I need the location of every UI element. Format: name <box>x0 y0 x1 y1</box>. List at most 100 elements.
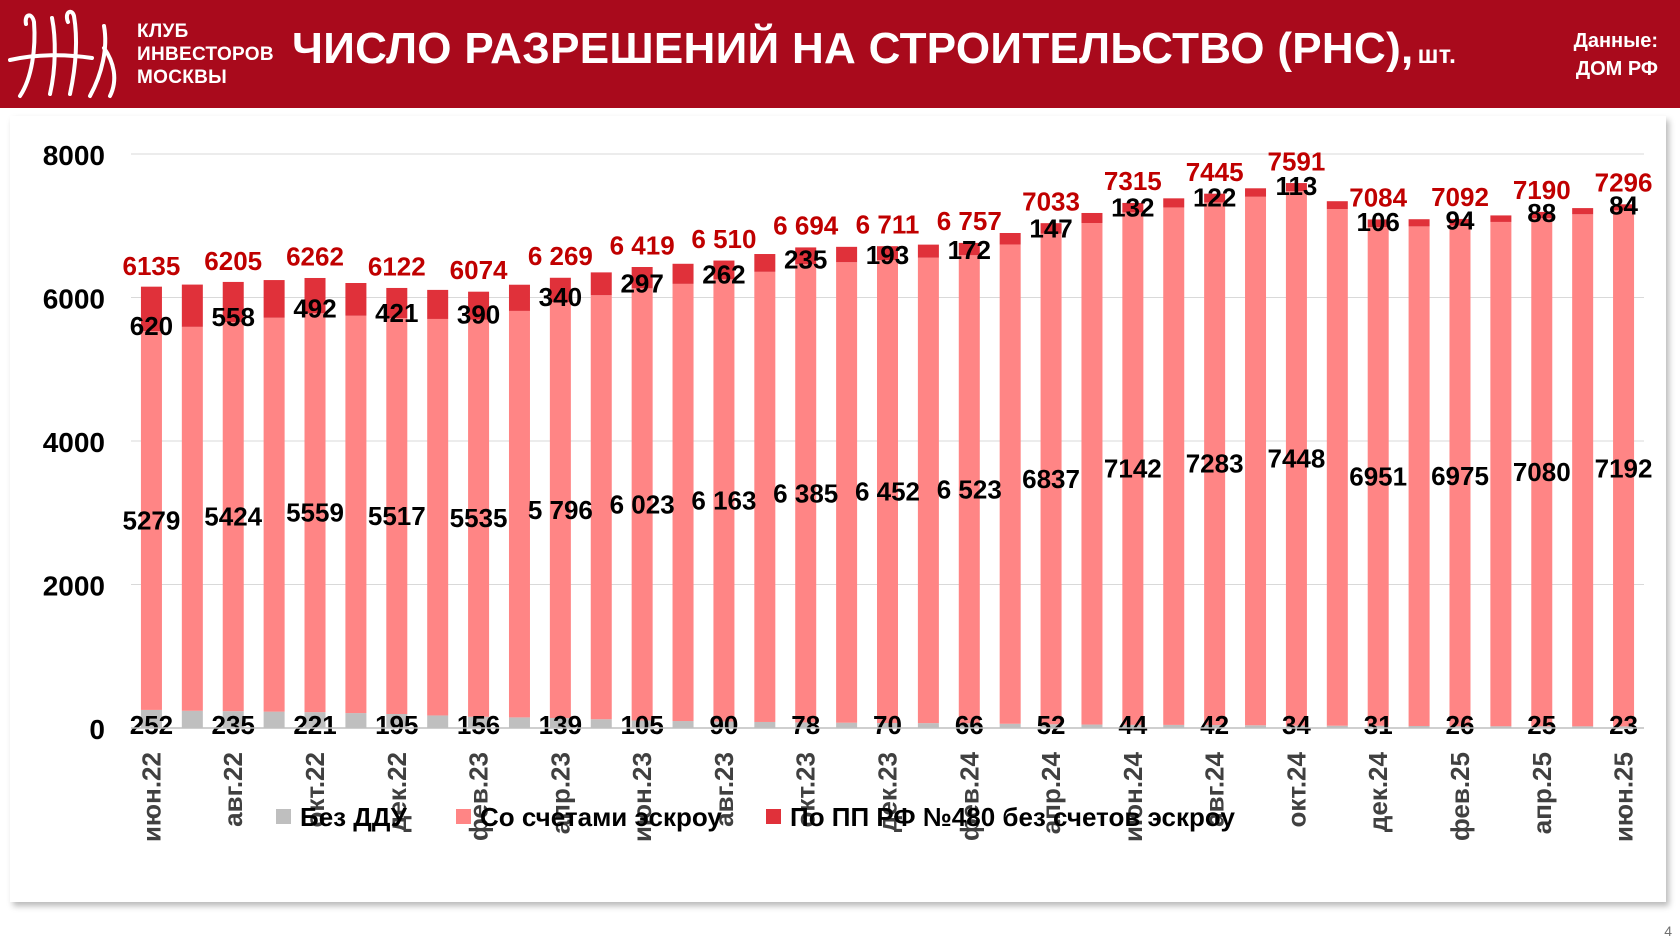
bar-segment-bez-ddu <box>222 711 244 728</box>
logo-text-line: МОСКВЫ <box>137 67 228 88</box>
data-label-total: 6205 <box>204 246 262 276</box>
data-label-escrow: 5535 <box>450 503 508 533</box>
data-label-bez-ddu: 34 <box>1282 710 1311 740</box>
data-label-bez-ddu: 25 <box>1527 710 1556 740</box>
bar-segment-pp480 <box>877 246 898 261</box>
data-label-total: 6122 <box>368 252 426 282</box>
bar-segment-bez-ddu <box>1449 726 1471 728</box>
bar-segment-pp480 <box>917 244 939 258</box>
data-label-pp480: 94 <box>1446 206 1475 236</box>
bar-segment-bez-ddu <box>836 722 858 728</box>
data-label-pp480: 88 <box>1527 198 1556 228</box>
bar-segment-pp480 <box>1040 223 1062 234</box>
data-label-escrow: 7142 <box>1104 454 1162 484</box>
data-label-bez-ddu: 90 <box>709 710 738 740</box>
bar-segment-bez-ddu <box>140 709 162 728</box>
data-label-bez-ddu: 44 <box>1118 710 1147 740</box>
bar-segment-escrow <box>1572 214 1594 727</box>
legend-item-escrow-swatch <box>456 809 471 824</box>
data-label-pp480: 340 <box>539 282 582 312</box>
data-label-bez-ddu: 195 <box>375 710 418 740</box>
data-label-pp480: 262 <box>702 259 745 289</box>
data-label-pp480: 297 <box>620 268 663 298</box>
data-label-total: 6135 <box>123 251 181 281</box>
bar-segment-bez-ddu <box>1367 725 1389 728</box>
bar-segment-bez-ddu <box>631 720 653 728</box>
bar-segment-escrow <box>917 257 939 724</box>
x-tick-label: апр.24 <box>1036 751 1066 834</box>
bar-segment-bez-ddu <box>1408 725 1430 728</box>
bar-segment-escrow <box>1367 227 1389 726</box>
data-label-pp480: 620 <box>130 311 173 341</box>
data-label-pp480: 132 <box>1111 192 1154 222</box>
data-label-bez-ddu: 105 <box>620 710 663 740</box>
bar-segment-escrow <box>427 318 449 716</box>
data-label-total: 6074 <box>450 255 508 285</box>
bar-segment-pp480 <box>468 291 490 320</box>
bar-segment-bez-ddu <box>1040 724 1062 728</box>
bar-segment-bez-ddu <box>917 723 939 728</box>
data-label-escrow: 5 796 <box>528 495 593 525</box>
bar-segment-escrow <box>958 255 980 724</box>
data-label-escrow: 6975 <box>1431 461 1489 491</box>
bar-segment-bez-ddu <box>795 722 817 728</box>
bar-segment-bez-ddu <box>304 712 326 728</box>
x-tick-label: фев.24 <box>954 751 984 841</box>
y-tick-label: 0 <box>89 714 105 745</box>
bar-segment-bez-ddu <box>1572 726 1594 728</box>
bar-segment-bez-ddu <box>181 710 203 728</box>
y-tick-label: 6000 <box>43 284 105 315</box>
bar-segment-pp480 <box>1449 218 1471 226</box>
bar-segment-pp480 <box>1326 201 1348 210</box>
data-label-bez-ddu: 26 <box>1446 710 1475 740</box>
bar-segment-escrow <box>1040 233 1062 725</box>
data-label-escrow: 7283 <box>1186 449 1244 479</box>
data-label-bez-ddu: 70 <box>873 710 902 740</box>
data-label-escrow: 7080 <box>1513 457 1571 487</box>
x-tick-label: окт.23 <box>791 752 821 828</box>
bar-segment-pp480 <box>140 286 162 332</box>
bar-segment-escrow <box>304 313 326 713</box>
bar-segment-pp480 <box>1490 215 1512 222</box>
bar-segment-bez-ddu <box>958 723 980 728</box>
x-tick-label: авг.24 <box>1200 751 1230 826</box>
bar-segment-escrow <box>836 262 858 723</box>
bar-segment-escrow <box>549 302 571 719</box>
data-label-total: 6 711 <box>856 209 920 239</box>
data-source-label: Данные: ДОМ РФ <box>1538 27 1658 83</box>
y-tick-label: 4000 <box>43 427 105 458</box>
data-label-bez-ddu: 221 <box>293 710 336 740</box>
bar-segment-pp480 <box>304 277 326 314</box>
legend-item-bez-ddu-swatch <box>276 809 291 824</box>
bar-segment-pp480 <box>1245 188 1267 197</box>
bar-segment-escrow <box>713 279 735 722</box>
bar-segment-pp480 <box>427 289 449 319</box>
data-label-total: 6 269 <box>528 241 593 271</box>
data-label-escrow: 6 523 <box>937 474 1002 504</box>
bar-segment-pp480 <box>754 254 776 272</box>
bar-segment-bez-ddu <box>1204 724 1226 728</box>
bar-segment-bez-ddu <box>1285 725 1307 728</box>
data-label-total: 6 510 <box>691 224 756 254</box>
data-label-pp480: 421 <box>375 298 418 328</box>
bar-segment-bez-ddu <box>1245 725 1267 728</box>
stacked-bar-chart: 0 2000 4000 6000 8000 252 5279 620 6135 235 5424 55… <box>43 140 1653 842</box>
data-label-bez-ddu: 66 <box>955 710 984 740</box>
bar-segment-escrow <box>999 244 1021 724</box>
data-label-escrow: 6951 <box>1349 461 1407 491</box>
bar-segment-escrow <box>1081 223 1103 725</box>
data-label-bez-ddu: 252 <box>130 710 173 740</box>
bar-segment-pp480 <box>713 260 735 280</box>
bar-segment-pp480 <box>508 284 530 311</box>
data-label-escrow: 7448 <box>1267 443 1325 473</box>
data-label-total: 7591 <box>1267 146 1325 176</box>
data-label-pp480: 106 <box>1357 207 1400 237</box>
bar-segment-pp480 <box>345 283 367 316</box>
bar-segment-escrow <box>345 315 367 714</box>
data-label-escrow: 6 452 <box>855 477 920 507</box>
bar-segment-pp480 <box>795 247 817 265</box>
bar-segment-pp480 <box>1285 183 1307 192</box>
data-label-escrow: 5517 <box>368 501 426 531</box>
x-tick-label: июн.25 <box>1609 752 1639 842</box>
bar-segment-pp480 <box>999 232 1021 245</box>
